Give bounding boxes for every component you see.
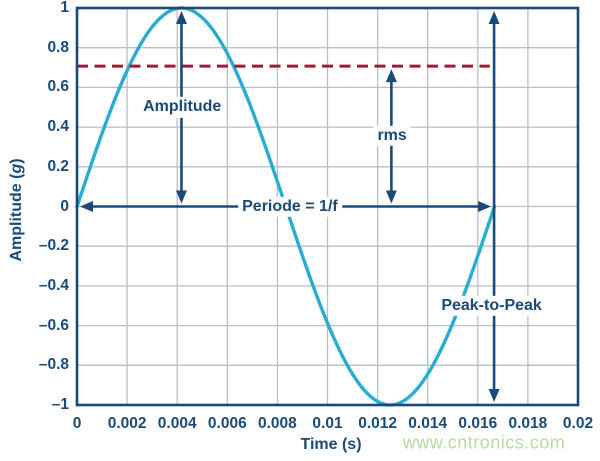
amplitude-arrowhead-down (175, 190, 187, 204)
x-axis-title: Time (s) (300, 436, 362, 453)
y-axis-title-close-paren: ) (8, 158, 25, 164)
y-axis-title-text: Amplitude ( (8, 173, 25, 262)
rms-arrowhead-down (385, 190, 397, 204)
periode-arrowhead-right (478, 201, 492, 212)
periode-arrowhead-left (80, 201, 93, 212)
amplitude-arrowhead-up (175, 11, 187, 24)
peak-to-peak-arrowhead-down (488, 389, 500, 402)
y-axis-title-g-italic: g (8, 163, 25, 174)
plot-border (75, 6, 580, 407)
watermark-text: www.cntronics.com (402, 432, 566, 453)
rms-arrowhead-up (385, 69, 397, 83)
y-axis-title: Amplitude (g) (8, 158, 26, 261)
peak-to-peak-arrowhead-up (488, 11, 500, 24)
